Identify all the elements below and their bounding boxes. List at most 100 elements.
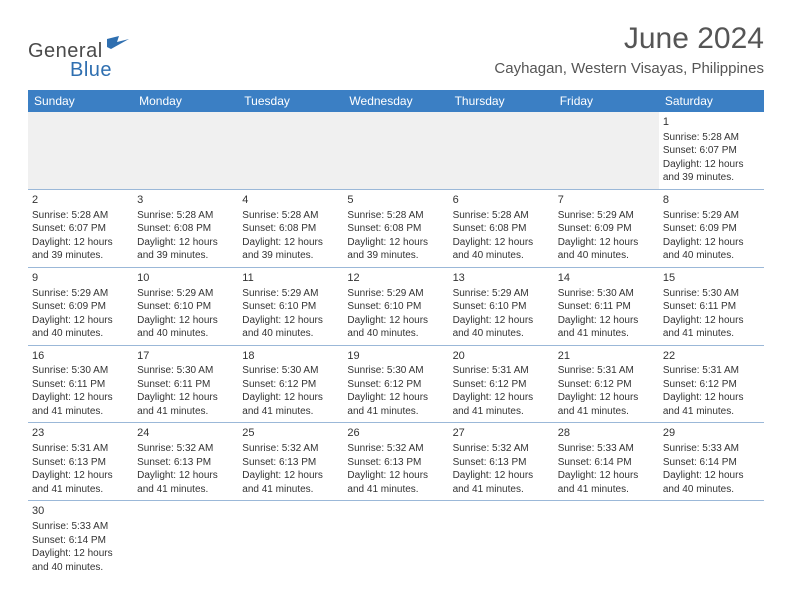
daylight-line: Daylight: 12 hours and 41 minutes. xyxy=(347,391,444,418)
day-number: 7 xyxy=(558,193,655,208)
daylight-line: Daylight: 12 hours and 40 minutes. xyxy=(663,236,760,263)
empty-cell xyxy=(238,112,343,189)
day-cell: 5Sunrise: 5:28 AMSunset: 6:08 PMDaylight… xyxy=(343,190,448,267)
title-block: June 2024 Cayhagan, Western Visayas, Phi… xyxy=(494,22,764,77)
daylight-line: Daylight: 12 hours and 39 minutes. xyxy=(663,158,760,185)
weekday-header: Tuesday xyxy=(238,90,343,112)
sunset-line: Sunset: 6:10 PM xyxy=(242,300,339,314)
sunrise-line: Sunrise: 5:32 AM xyxy=(242,442,339,456)
day-number: 11 xyxy=(242,271,339,286)
daylight-line: Daylight: 12 hours and 40 minutes. xyxy=(558,236,655,263)
daylight-line: Daylight: 12 hours and 41 minutes. xyxy=(558,314,655,341)
sunset-line: Sunset: 6:13 PM xyxy=(453,456,550,470)
day-number: 17 xyxy=(137,349,234,364)
sunset-line: Sunset: 6:10 PM xyxy=(347,300,444,314)
day-number: 28 xyxy=(558,426,655,441)
day-cell: 4Sunrise: 5:28 AMSunset: 6:08 PMDaylight… xyxy=(238,190,343,267)
day-cell: 10Sunrise: 5:29 AMSunset: 6:10 PMDayligh… xyxy=(133,268,238,345)
logo-text-blue: Blue xyxy=(70,59,129,82)
day-cell: 25Sunrise: 5:32 AMSunset: 6:13 PMDayligh… xyxy=(238,423,343,500)
sunrise-line: Sunrise: 5:28 AM xyxy=(663,131,760,145)
sunset-line: Sunset: 6:07 PM xyxy=(32,222,129,236)
sunrise-line: Sunrise: 5:29 AM xyxy=(453,287,550,301)
day-cell: 14Sunrise: 5:30 AMSunset: 6:11 PMDayligh… xyxy=(554,268,659,345)
sunset-line: Sunset: 6:14 PM xyxy=(32,534,129,548)
day-number: 25 xyxy=(242,426,339,441)
weekday-header: Friday xyxy=(554,90,659,112)
sunset-line: Sunset: 6:09 PM xyxy=(558,222,655,236)
sunrise-line: Sunrise: 5:32 AM xyxy=(347,442,444,456)
daylight-line: Daylight: 12 hours and 39 minutes. xyxy=(242,236,339,263)
empty-cell xyxy=(343,501,448,578)
week-row: 1Sunrise: 5:28 AMSunset: 6:07 PMDaylight… xyxy=(28,112,764,190)
sunset-line: Sunset: 6:14 PM xyxy=(663,456,760,470)
weekday-header: Sunday xyxy=(28,90,133,112)
day-number: 13 xyxy=(453,271,550,286)
sunset-line: Sunset: 6:12 PM xyxy=(453,378,550,392)
daylight-line: Daylight: 12 hours and 40 minutes. xyxy=(137,314,234,341)
sunrise-line: Sunrise: 5:28 AM xyxy=(242,209,339,223)
empty-cell xyxy=(449,112,554,189)
sunset-line: Sunset: 6:11 PM xyxy=(32,378,129,392)
weekday-header: Wednesday xyxy=(343,90,448,112)
day-cell: 30Sunrise: 5:33 AMSunset: 6:14 PMDayligh… xyxy=(28,501,133,578)
week-row: 2Sunrise: 5:28 AMSunset: 6:07 PMDaylight… xyxy=(28,190,764,268)
sunrise-line: Sunrise: 5:30 AM xyxy=(558,287,655,301)
sunrise-line: Sunrise: 5:29 AM xyxy=(663,209,760,223)
day-number: 5 xyxy=(347,193,444,208)
sunrise-line: Sunrise: 5:29 AM xyxy=(137,287,234,301)
day-cell: 2Sunrise: 5:28 AMSunset: 6:07 PMDaylight… xyxy=(28,190,133,267)
day-number: 27 xyxy=(453,426,550,441)
daylight-line: Daylight: 12 hours and 41 minutes. xyxy=(242,469,339,496)
empty-cell xyxy=(449,501,554,578)
day-number: 10 xyxy=(137,271,234,286)
day-number: 2 xyxy=(32,193,129,208)
sunset-line: Sunset: 6:10 PM xyxy=(453,300,550,314)
sunrise-line: Sunrise: 5:28 AM xyxy=(32,209,129,223)
day-number: 16 xyxy=(32,349,129,364)
day-cell: 12Sunrise: 5:29 AMSunset: 6:10 PMDayligh… xyxy=(343,268,448,345)
day-number: 29 xyxy=(663,426,760,441)
day-number: 19 xyxy=(347,349,444,364)
sunrise-line: Sunrise: 5:33 AM xyxy=(663,442,760,456)
day-cell: 6Sunrise: 5:28 AMSunset: 6:08 PMDaylight… xyxy=(449,190,554,267)
sunrise-line: Sunrise: 5:28 AM xyxy=(453,209,550,223)
daylight-line: Daylight: 12 hours and 41 minutes. xyxy=(453,469,550,496)
sunset-line: Sunset: 6:14 PM xyxy=(558,456,655,470)
day-number: 20 xyxy=(453,349,550,364)
location-subtitle: Cayhagan, Western Visayas, Philippines xyxy=(494,60,764,77)
sunset-line: Sunset: 6:13 PM xyxy=(242,456,339,470)
sunset-line: Sunset: 6:10 PM xyxy=(137,300,234,314)
empty-cell xyxy=(238,501,343,578)
empty-cell xyxy=(133,501,238,578)
day-number: 15 xyxy=(663,271,760,286)
daylight-line: Daylight: 12 hours and 41 minutes. xyxy=(453,391,550,418)
day-cell: 26Sunrise: 5:32 AMSunset: 6:13 PMDayligh… xyxy=(343,423,448,500)
day-number: 6 xyxy=(453,193,550,208)
sunset-line: Sunset: 6:09 PM xyxy=(663,222,760,236)
sunrise-line: Sunrise: 5:30 AM xyxy=(137,364,234,378)
logo: GeneralBlue xyxy=(28,22,129,82)
sunrise-line: Sunrise: 5:29 AM xyxy=(242,287,339,301)
day-cell: 22Sunrise: 5:31 AMSunset: 6:12 PMDayligh… xyxy=(659,346,764,423)
daylight-line: Daylight: 12 hours and 39 minutes. xyxy=(32,236,129,263)
daylight-line: Daylight: 12 hours and 40 minutes. xyxy=(453,236,550,263)
sunrise-line: Sunrise: 5:31 AM xyxy=(663,364,760,378)
sunrise-line: Sunrise: 5:30 AM xyxy=(32,364,129,378)
weekday-header: Monday xyxy=(133,90,238,112)
sunrise-line: Sunrise: 5:30 AM xyxy=(663,287,760,301)
sunrise-line: Sunrise: 5:33 AM xyxy=(32,520,129,534)
weekday-header: Thursday xyxy=(449,90,554,112)
calendar-grid: SundayMondayTuesdayWednesdayThursdayFrid… xyxy=(28,90,764,578)
daylight-line: Daylight: 12 hours and 41 minutes. xyxy=(32,469,129,496)
day-number: 1 xyxy=(663,115,760,130)
daylight-line: Daylight: 12 hours and 41 minutes. xyxy=(347,469,444,496)
daylight-line: Daylight: 12 hours and 41 minutes. xyxy=(663,391,760,418)
daylight-line: Daylight: 12 hours and 40 minutes. xyxy=(32,547,129,574)
sunrise-line: Sunrise: 5:30 AM xyxy=(242,364,339,378)
sunset-line: Sunset: 6:12 PM xyxy=(347,378,444,392)
daylight-line: Daylight: 12 hours and 40 minutes. xyxy=(663,469,760,496)
daylight-line: Daylight: 12 hours and 41 minutes. xyxy=(558,469,655,496)
week-row: 9Sunrise: 5:29 AMSunset: 6:09 PMDaylight… xyxy=(28,268,764,346)
daylight-line: Daylight: 12 hours and 41 minutes. xyxy=(137,469,234,496)
